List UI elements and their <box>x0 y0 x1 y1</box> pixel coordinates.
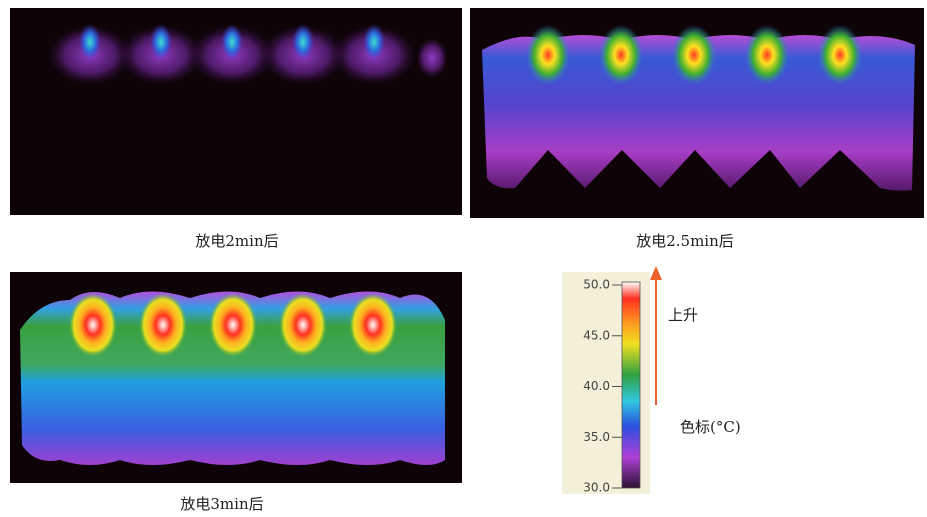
heat-spot <box>672 25 716 85</box>
heat-spot <box>279 293 327 357</box>
arrow-head <box>650 266 662 280</box>
tick-label: 30.0 <box>583 481 610 495</box>
heat-region <box>416 38 448 78</box>
heat-spot <box>69 293 117 357</box>
heat-spot <box>79 24 101 60</box>
arrow-label: 上升 <box>668 306 698 324</box>
heat-spot <box>209 293 257 357</box>
heat-spot <box>292 24 314 60</box>
caption: 放电2min后 <box>195 232 278 250</box>
heat-spot <box>221 24 243 60</box>
caption: 放电2.5min后 <box>636 232 734 250</box>
unit-label: 色标(°C) <box>680 418 741 436</box>
heat-spot <box>363 24 385 60</box>
heat-spot <box>349 293 397 357</box>
heat-spot <box>526 25 570 85</box>
heat-spot <box>599 25 643 85</box>
page: {"panels": [{"caption": "放电2min后"}, {"ca… <box>0 0 927 517</box>
tick-label: 50.0 <box>583 278 610 292</box>
tick-label: 45.0 <box>583 328 610 342</box>
figure: 放电2min后 放电2.5min后 放电3min后 上升 色标(°C) 50.0… <box>0 0 927 517</box>
heat-spot <box>150 24 172 60</box>
thermal-images <box>10 8 924 494</box>
tick-label: 35.0 <box>583 430 610 444</box>
tick-label: 40.0 <box>583 379 610 393</box>
colorbar <box>622 282 640 488</box>
heat-spot <box>745 25 789 85</box>
heat-spot <box>818 25 862 85</box>
heat-spot <box>139 293 187 357</box>
caption: 放电3min后 <box>180 495 263 513</box>
